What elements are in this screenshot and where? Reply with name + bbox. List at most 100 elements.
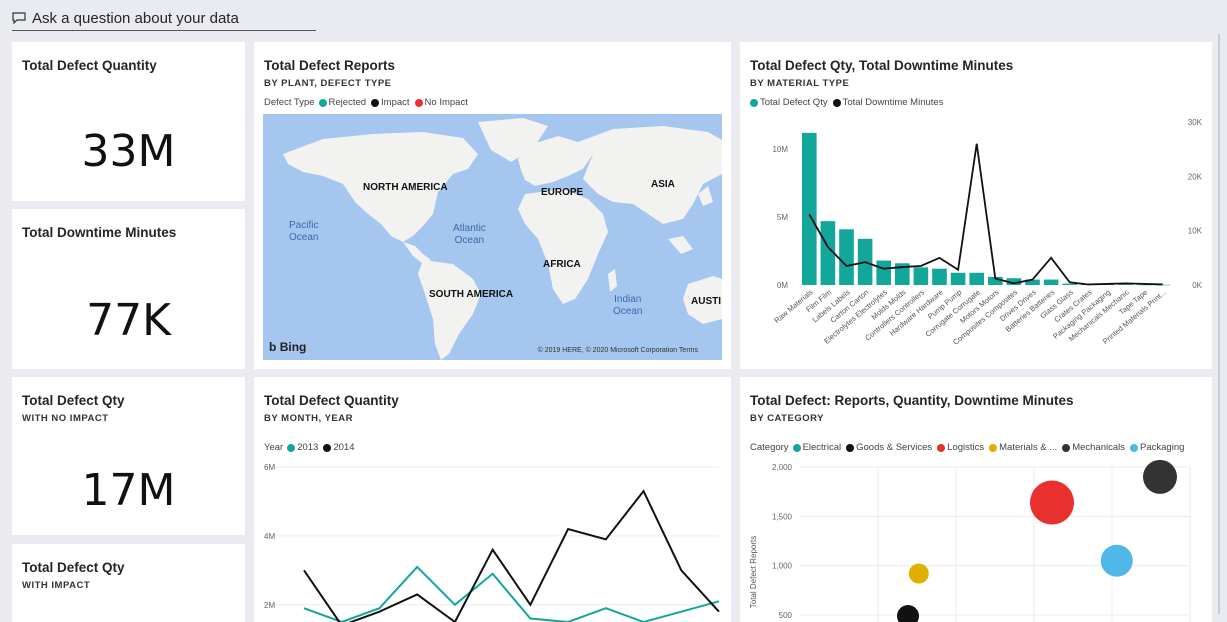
bar — [1043, 279, 1059, 285]
legend-title: Defect Type — [264, 97, 315, 108]
y-tick-right: 0K — [1192, 281, 1202, 290]
y-tick: 1,500 — [772, 512, 793, 521]
ocean-name: Ocean — [613, 306, 643, 317]
legend-label: Goods & Services — [856, 442, 933, 453]
map-tile[interactable]: Total Defect Reports BY PLANT, DEFECT TY… — [254, 42, 731, 369]
y-tick: 2,000 — [772, 463, 793, 472]
kpi-title: Total Defect Qty — [22, 393, 125, 408]
map-copyright[interactable]: © 2019 HERE, © 2020 Microsoft Corporatio… — [537, 347, 698, 354]
bar — [988, 276, 1003, 285]
bar — [876, 260, 891, 285]
legend-item-electrical[interactable]: Electrical — [792, 442, 842, 453]
y-tick: 1,000 — [772, 562, 793, 571]
bing-logo: b Bing — [269, 340, 306, 354]
ocean-name: Ocean — [289, 232, 319, 243]
line-chart-tile[interactable]: Total Defect Quantity BY MONTH, YEAR Yea… — [254, 377, 731, 622]
bing-icon: b — [269, 340, 277, 354]
legend-dot — [287, 443, 296, 452]
bar — [802, 132, 817, 285]
y-tick: 500 — [779, 611, 793, 620]
map-label-south-america: SOUTH AMERICA — [429, 289, 514, 300]
bing-label: Bing — [279, 340, 307, 354]
legend-item-no-impact[interactable]: No Impact — [414, 97, 468, 108]
kpi-title: Total Defect Qty — [22, 560, 125, 575]
scatter-legend: Category Electrical Goods & Services Log… — [750, 442, 1189, 453]
scatter-chart: 500 1,000 1,500 2,000 Total Defect Reports — [749, 459, 1191, 622]
legend-label: Total Defect Qty — [760, 97, 828, 108]
legend-item-packaging[interactable]: Packaging — [1130, 442, 1184, 453]
map-landmass — [283, 118, 722, 360]
y-tick-left: 10M — [772, 145, 788, 154]
ocean-name: Ocean — [454, 235, 485, 246]
kpi-value: 17M — [81, 465, 176, 516]
legend-dot — [989, 443, 998, 452]
bar — [1025, 279, 1040, 285]
legend-dot — [1130, 443, 1139, 452]
legend-item-downtime[interactable]: Total Downtime Minutes — [832, 97, 943, 108]
kpi-value: 77K — [86, 295, 171, 346]
legend-item-2014[interactable]: 2014 — [323, 442, 354, 453]
line-chart: 2M 4M 6M — [264, 463, 720, 622]
scatter-title: Total Defect: Reports, Quantity, Downtim… — [750, 393, 1074, 408]
legend-item-materials[interactable]: Materials & ... — [989, 442, 1057, 453]
line-subtitle: BY MONTH, YEAR — [264, 413, 353, 424]
bar — [820, 221, 836, 285]
map-label-indian: Indian Ocean — [613, 294, 642, 318]
legend-item-2013[interactable]: 2013 — [287, 442, 318, 453]
vertical-scrollbar[interactable] — [1215, 34, 1223, 614]
kpi-tile-downtime-minutes[interactable]: Total Downtime Minutes 77K — [12, 209, 245, 369]
kpi-tile-defect-quantity[interactable]: Total Defect Quantity 33M — [12, 42, 245, 201]
legend-title: Year — [264, 442, 284, 453]
bar — [839, 229, 854, 285]
legend-item-mechanicals[interactable]: Mechanicals — [1062, 442, 1125, 453]
map-label-north-america: NORTH AMERICA — [363, 182, 448, 193]
combo-chart-tile[interactable]: Total Defect Qty, Total Downtime Minutes… — [740, 42, 1212, 369]
legend-dot — [750, 98, 758, 107]
map-label-africa: AFRICA — [543, 259, 581, 270]
legend-label: Mechanicals — [1072, 442, 1126, 453]
legend-item-goods-services[interactable]: Goods & Services — [846, 442, 932, 453]
ocean-name: Atlantic — [453, 223, 486, 234]
bar — [950, 272, 966, 285]
kpi-subtitle: WITH IMPACT — [22, 580, 91, 591]
bar — [1006, 278, 1022, 285]
qa-label: Ask a question about your data — [32, 9, 239, 27]
bar — [969, 272, 984, 285]
ocean-name: Indian — [614, 294, 642, 305]
scatter-subtitle: BY CATEGORY — [750, 413, 824, 424]
kpi-title: Total Downtime Minutes — [22, 225, 177, 240]
series-line-2014 — [303, 489, 720, 622]
legend-item-rejected[interactable]: Rejected — [318, 97, 366, 108]
qa-search-box[interactable]: Ask a question about your data — [12, 6, 316, 31]
y-tick: 2M — [264, 601, 275, 610]
kpi-tile-defect-with-impact[interactable]: Total Defect Qty WITH IMPACT — [12, 544, 245, 622]
legend-label: Logistics — [947, 442, 985, 453]
legend-dot — [846, 443, 855, 452]
legend-dot — [1062, 443, 1071, 452]
legend-item-defect-qty[interactable]: Total Defect Qty — [750, 97, 828, 108]
scatter-point — [1143, 459, 1177, 494]
y-tick-right: 10K — [1188, 227, 1203, 236]
legend-dot — [937, 443, 946, 452]
legend-dot — [318, 98, 327, 107]
legend-item-impact[interactable]: Impact — [371, 97, 410, 108]
legend-label: Electrical — [802, 442, 842, 453]
y-tick: 6M — [264, 463, 275, 472]
map-label-asia: ASIA — [651, 179, 675, 190]
legend-label: No Impact — [424, 97, 468, 108]
bar — [1118, 284, 1133, 285]
scatter-point — [897, 604, 919, 622]
kpi-tile-defect-no-impact[interactable]: Total Defect Qty WITH NO IMPACT 17M — [12, 377, 245, 535]
world-map[interactable]: NORTH AMERICA EUROPE ASIA AFRICA SOUTH A… — [263, 114, 722, 360]
map-legend: Defect Type Rejected Impact No Impact — [264, 97, 473, 108]
legend-label: Packaging — [1140, 442, 1185, 453]
scatter-point — [1030, 480, 1074, 525]
combo-title: Total Defect Qty, Total Downtime Minutes — [750, 58, 1014, 73]
legend-title: Category — [750, 442, 789, 453]
legend-item-logistics[interactable]: Logistics — [937, 442, 984, 453]
bar — [895, 263, 910, 285]
combo-subtitle: BY MATERIAL TYPE — [750, 78, 850, 89]
scatter-chart-tile[interactable]: Total Defect: Reports, Quantity, Downtim… — [740, 377, 1212, 622]
ocean-name: Pacific — [289, 220, 319, 231]
